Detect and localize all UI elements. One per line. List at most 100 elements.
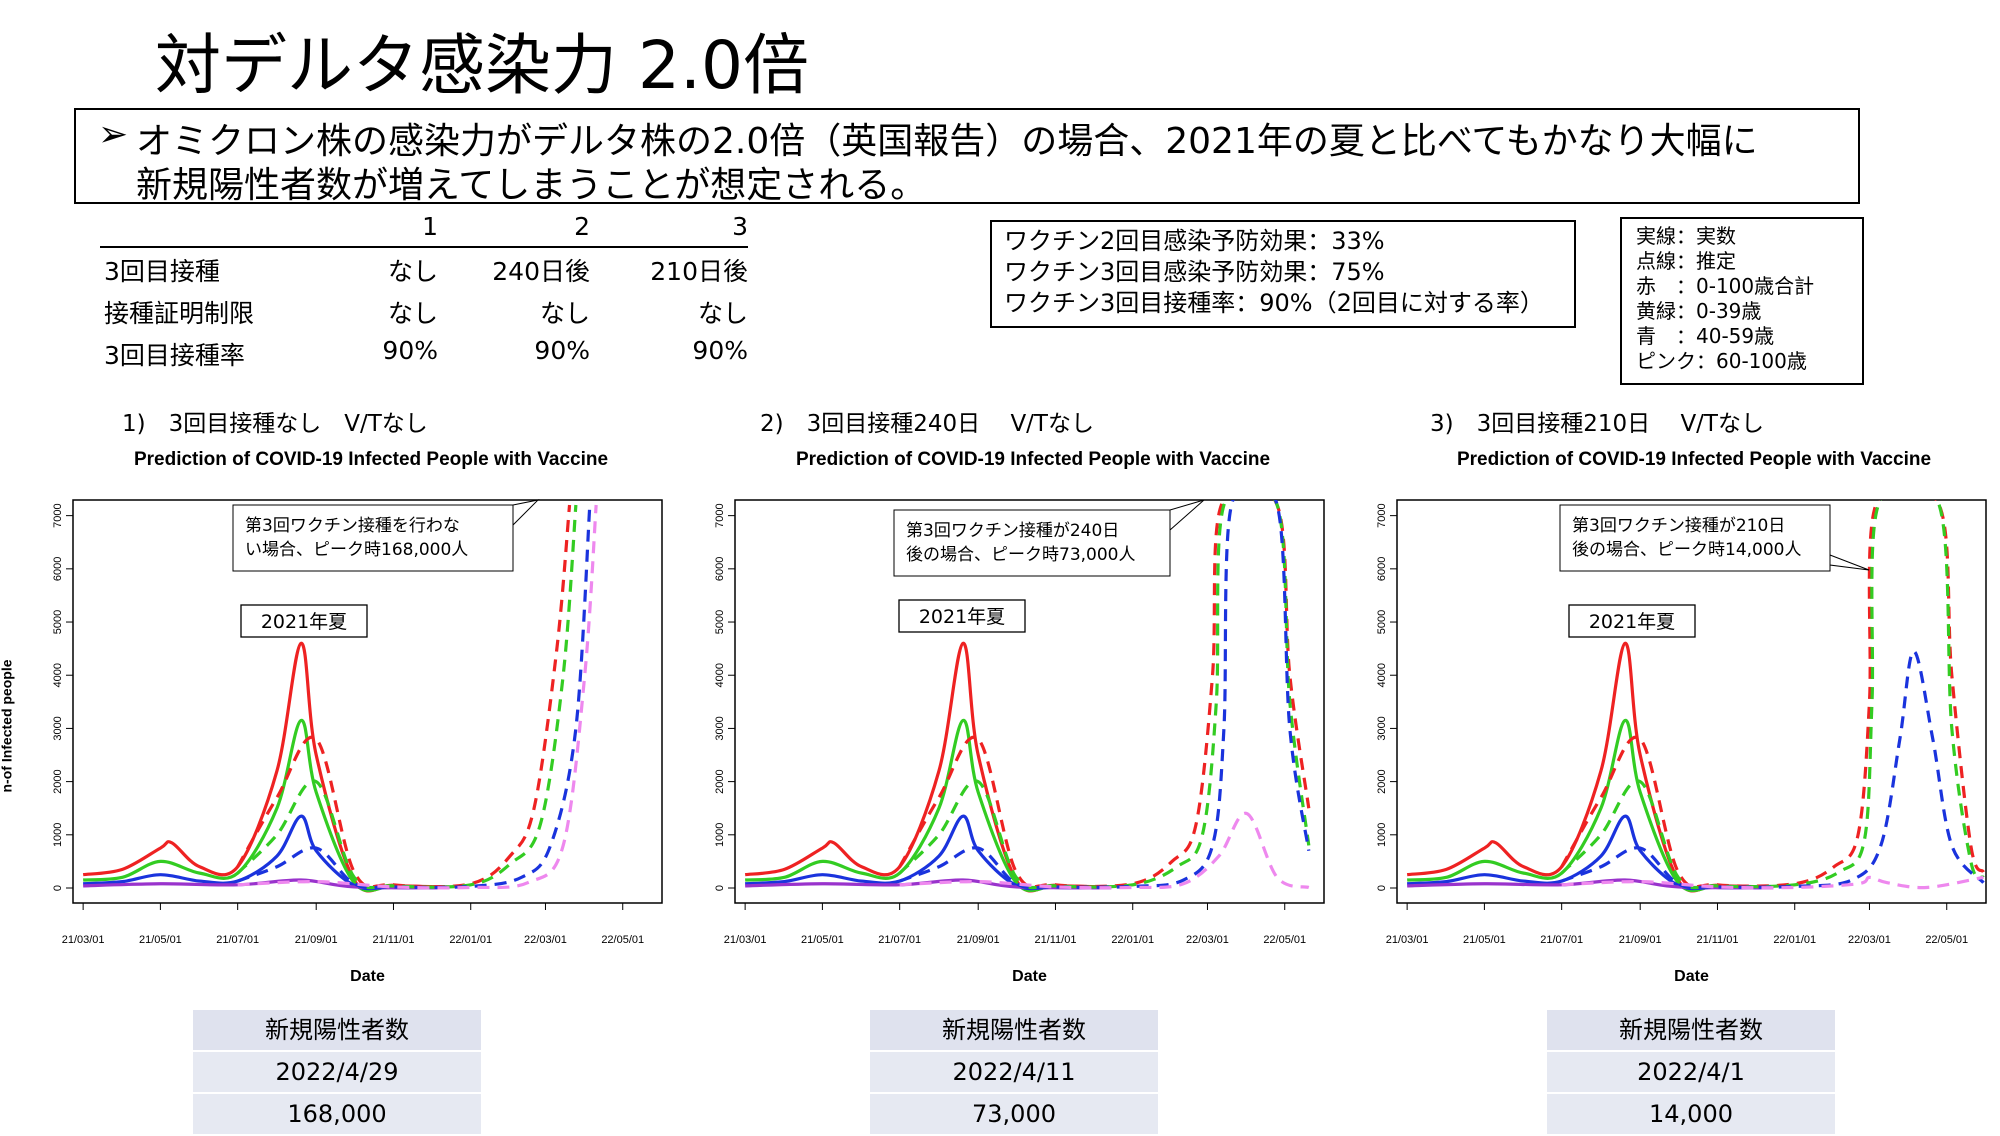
panel-3-label: 3) 3回目接種210日 V/Tなし — [1430, 411, 1764, 437]
legend-line: ピンク：60-100歳 — [1636, 349, 1807, 373]
table-cell: 240日後 — [492, 257, 590, 286]
legend-line: 黄緑：0-39歳 — [1636, 299, 1762, 323]
summary-header: 新規陽性者数 — [870, 1010, 1158, 1050]
x-tick-label: 21/09/01 — [957, 934, 1000, 946]
table-cell: なし — [387, 299, 438, 328]
y-tick-label: 1000 — [1376, 823, 1388, 847]
x-tick-label: 21/07/01 — [878, 934, 921, 946]
series-line-green-dashed — [898, 500, 1311, 890]
callout-box — [232, 504, 514, 572]
legend-line: 青 ：40-59歳 — [1636, 324, 1775, 348]
x-tick-label: 22/03/01 — [524, 934, 567, 946]
x-tick-label: 22/03/01 — [1848, 934, 1891, 946]
y-tick-label: 5000 — [52, 610, 64, 634]
x-tick-label: 22/03/01 — [1186, 934, 1229, 946]
x-tick-label: 21/11/01 — [1034, 934, 1076, 946]
vaccine-line: ワクチン2回目感染予防効果：33% — [1004, 227, 1385, 255]
x-tick-label: 21/11/01 — [372, 934, 414, 946]
x-tick-label: 21/09/01 — [1619, 934, 1662, 946]
summer-2021-box — [240, 604, 368, 638]
table-cell: なし — [539, 299, 590, 328]
row-label: 3回目接種 — [104, 257, 220, 286]
chart-panel-3: 0 1000 2000 3000 4000 5000 6000 7000 21/03/01 21/… — [1376, 499, 1987, 985]
x-axis-label: Date — [1674, 968, 1709, 985]
x-tick-label: 22/05/01 — [601, 934, 644, 946]
x-tick-label: 22/05/01 — [1263, 934, 1306, 946]
series-line-blue-solid — [1407, 814, 1774, 891]
summary-line-2: 新規陽性者数が増えてしまうことが想定される。 — [136, 165, 927, 206]
table-cell: 210日後 — [650, 257, 748, 286]
y-tick-label: 2000 — [1376, 769, 1388, 793]
summer-2021-box — [898, 599, 1026, 633]
y-tick-label: 4000 — [52, 663, 64, 687]
summary-header: 新規陽性者数 — [1547, 1010, 1835, 1050]
vaccine-line: ワクチン3回目感染予防効果：75% — [1004, 258, 1385, 286]
y-tick-label: 1000 — [52, 823, 64, 847]
series-group — [744, 500, 1311, 893]
series-line-blue-dashed — [1561, 649, 1985, 890]
y-tick-label: 7000 — [714, 503, 726, 527]
callout-text: 第3回ワクチン接種が240日 — [906, 521, 1119, 541]
vaccine-assumptions-box: ワクチン2回目感染予防効果：33% ワクチン3回目感染予防効果：75% ワクチン… — [990, 220, 1576, 328]
chart-panel-1: 0 1000 2000 3000 4000 5000 6000 7000 21/03/01 21/… — [52, 499, 663, 985]
x-tick-label: 21/03/01 — [62, 934, 105, 946]
bullet-arrow-icon: ➢ — [98, 114, 129, 155]
table-cell: なし — [697, 299, 748, 328]
y-tick-label: 0 — [714, 885, 726, 891]
table-row: 3回目接種率 90% 90% 90% — [100, 336, 748, 378]
panel-1-label: 1) 3回目接種なし V/Tなし — [122, 411, 428, 437]
summary-header: 新規陽性者数 — [193, 1010, 481, 1050]
series-line-green-dashed — [236, 504, 578, 890]
legend-line: 点線：推定 — [1636, 249, 1736, 273]
x-tick-label: 22/01/01 — [1773, 934, 1816, 946]
callout-pointer — [512, 499, 540, 527]
x-tick-label: 21/03/01 — [724, 934, 767, 946]
legend-line: 赤 ：0-100歳合計 — [1636, 274, 1815, 298]
series-line-blue-dashed — [899, 500, 1311, 890]
header-cell: 3 — [732, 212, 748, 241]
table-cell: なし — [387, 257, 438, 286]
y-tick-label: 6000 — [714, 557, 726, 581]
y-axis-label: n-of Infected people — [0, 659, 15, 793]
y-tick-label: 3000 — [714, 716, 726, 740]
series-group — [82, 504, 598, 893]
y-tick-label: 7000 — [52, 503, 64, 527]
y-tick-label: 5000 — [714, 610, 726, 634]
y-tick-label: 2000 — [714, 769, 726, 793]
summary-date: 2022/4/11 — [870, 1052, 1158, 1092]
header-cell: 1 — [422, 212, 438, 241]
plot-frame — [1396, 499, 1987, 904]
scenario-table: 1 2 3 3回目接種 なし 240日後 210日後 接種証明制限 なし なし … — [100, 212, 748, 374]
callout-text: 後の場合、ピーク時73,000人 — [906, 545, 1135, 565]
summary-table-3: 新規陽性者数 2022/4/1 14,000 — [1547, 1010, 1835, 1136]
row-label: 接種証明制限 — [104, 299, 255, 328]
x-tick-label: 21/09/01 — [295, 934, 338, 946]
x-axis-label: Date — [350, 968, 385, 985]
summary-box: ➢ オミクロン株の感染力がデルタ株の2.0倍（英国報告）の場合、2021年の夏と… — [74, 108, 1860, 206]
summer-2021-label: 2021年夏 — [1589, 611, 1675, 633]
row-label: 3回目接種率 — [104, 341, 245, 370]
x-tick-label: 21/05/01 — [1463, 934, 1506, 946]
callout-text: い場合、ピーク時168,000人 — [245, 540, 468, 560]
x-tick-label: 21/11/01 — [1696, 934, 1738, 946]
header-cell: 2 — [574, 212, 590, 241]
slide-title: 対デルタ感染力 2.0倍 — [155, 27, 809, 104]
series-line-blue-solid — [83, 814, 450, 891]
x-tick-label: 21/07/01 — [216, 934, 259, 946]
callout-pointer — [1169, 499, 1205, 532]
summary-value: 14,000 — [1547, 1094, 1835, 1134]
summary-line-1: オミクロン株の感染力がデルタ株の2.0倍（英国報告）の場合、2021年の夏と比べ… — [136, 121, 1758, 162]
y-tick-label: 2000 — [52, 769, 64, 793]
callout-text: 第3回ワクチン接種が210日 — [1572, 516, 1785, 536]
vaccine-line: ワクチン3回目接種率：90%（2回目に対する率） — [1004, 289, 1544, 317]
panel-2-chart-title: Prediction of COVID-19 Infected People w… — [795, 449, 1271, 470]
summer-2021-label: 2021年夏 — [261, 611, 347, 633]
series-line-red-dashed — [1560, 500, 1985, 889]
table-cell: 90% — [692, 336, 748, 365]
summary-date: 2022/4/1 — [1547, 1052, 1835, 1092]
summer-2021-box — [1568, 604, 1696, 638]
table-cell: 90% — [382, 336, 438, 365]
summary-table-2: 新規陽性者数 2022/4/11 73,000 — [870, 1010, 1158, 1136]
x-tick-label: 21/05/01 — [139, 934, 182, 946]
y-tick-label: 0 — [1376, 885, 1388, 891]
